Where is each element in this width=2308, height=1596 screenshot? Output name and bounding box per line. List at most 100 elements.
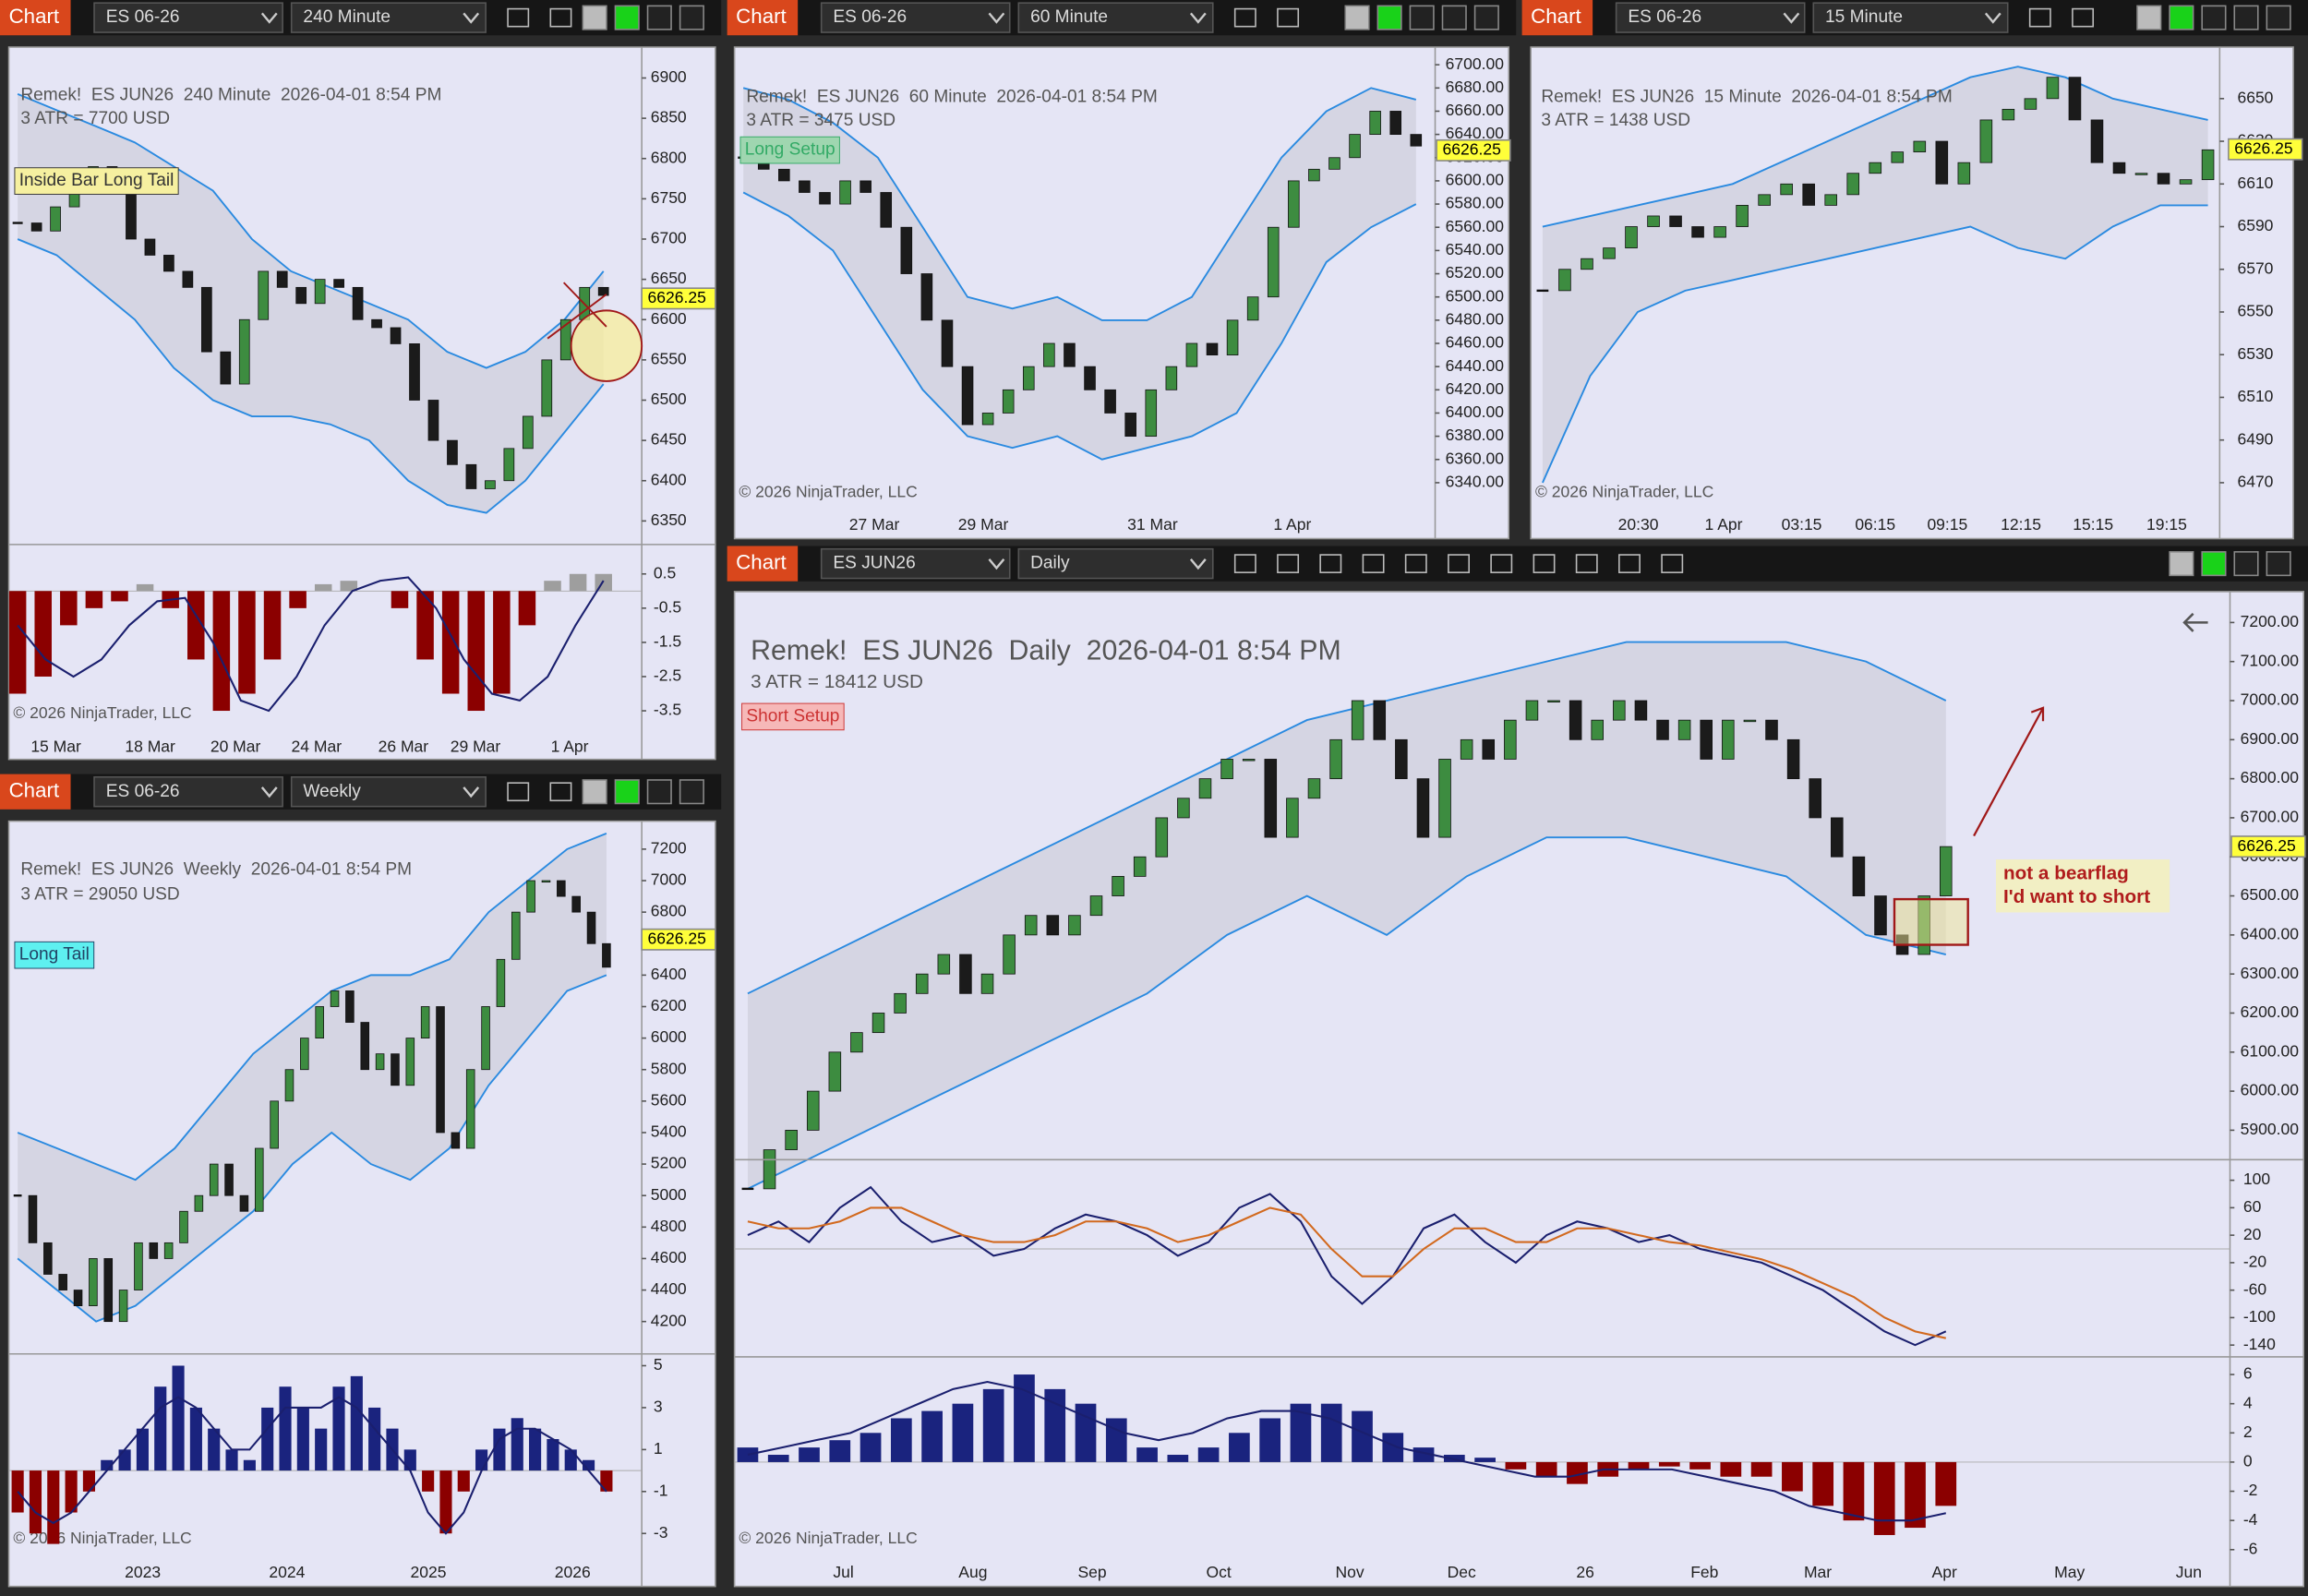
candle — [2024, 98, 2038, 110]
window-button[interactable] — [614, 779, 640, 805]
date-label: Dec — [1448, 1563, 1476, 1581]
close-button[interactable] — [2266, 5, 2291, 30]
interval-select[interactable] — [290, 775, 487, 808]
histogram-bar — [1873, 1461, 1895, 1535]
histogram-bar — [8, 591, 27, 694]
histogram-bar — [1136, 1447, 1158, 1462]
toolbar-icon[interactable] — [2072, 7, 2095, 28]
window-button[interactable] — [1344, 5, 1370, 30]
instrument-select[interactable] — [820, 2, 1011, 33]
chart-tab[interactable] — [727, 0, 799, 36]
candle — [900, 226, 913, 274]
toolbar-icon[interactable] — [1575, 554, 1598, 573]
instrument-select[interactable] — [93, 775, 283, 808]
minimize-button[interactable] — [646, 5, 672, 30]
candle — [436, 1006, 445, 1134]
toolbar-icon[interactable] — [1233, 7, 1256, 28]
window-button[interactable] — [582, 779, 607, 805]
chart-tab[interactable] — [0, 0, 71, 36]
histogram-bar — [29, 1470, 42, 1534]
price-tick-label: 6900.00 — [2241, 729, 2300, 748]
candle — [1022, 366, 1035, 390]
maximize-button[interactable] — [679, 5, 704, 30]
toolbar-icon[interactable] — [549, 7, 572, 28]
candle — [315, 1006, 324, 1039]
toolbar-icon[interactable] — [1533, 554, 1556, 573]
maximize-button[interactable] — [679, 779, 704, 805]
date-label: 2024 — [269, 1563, 305, 1581]
window-button[interactable] — [614, 5, 640, 30]
indicator-tick-label: -1 — [654, 1481, 668, 1499]
chart-tab[interactable] — [0, 774, 71, 810]
histogram-bar — [11, 1470, 24, 1513]
price-tick-label: 7200 — [651, 839, 687, 858]
price-tick-label: 6460.00 — [1446, 333, 1505, 352]
window-button[interactable] — [2169, 551, 2194, 577]
candle — [371, 318, 382, 329]
candle — [1328, 157, 1340, 170]
dropdown-arrow — [463, 12, 480, 24]
histogram-bar — [34, 591, 52, 677]
minimize-button[interactable] — [646, 779, 672, 805]
minimize-button[interactable] — [2233, 551, 2259, 577]
interval-select[interactable] — [290, 2, 487, 33]
maximize-button[interactable] — [2266, 551, 2291, 577]
toolbar-icon[interactable] — [1490, 554, 1513, 573]
candle — [2134, 173, 2148, 175]
indicator-line — [747, 1380, 1946, 1522]
price-tick-label: 6600.00 — [1446, 171, 1505, 189]
minimize-button[interactable] — [2201, 5, 2227, 30]
maximize-button[interactable] — [1441, 5, 1467, 30]
toolbar-icon[interactable] — [1277, 7, 1300, 28]
instrument-select[interactable] — [1615, 2, 1806, 33]
candle — [409, 343, 420, 401]
interval-select[interactable] — [1017, 2, 1214, 33]
window-button[interactable] — [2136, 5, 2162, 30]
window-button[interactable] — [2201, 551, 2227, 577]
candle — [541, 880, 551, 883]
maximize-button[interactable] — [2233, 5, 2259, 30]
toolbar-icon[interactable] — [1404, 554, 1427, 573]
toolbar-icon[interactable] — [1618, 554, 1641, 573]
indicator-line — [747, 1206, 1947, 1339]
toolbar-icon[interactable] — [1319, 554, 1342, 573]
toolbar-icon[interactable] — [549, 782, 572, 802]
price-tick-label: 6340.00 — [1446, 473, 1505, 491]
chart-tab[interactable] — [1521, 0, 1593, 36]
candle — [571, 895, 581, 913]
toolbar-icon[interactable] — [1661, 554, 1684, 573]
chart-tab[interactable] — [727, 546, 799, 582]
instrument-select[interactable] — [820, 547, 1011, 580]
toolbar-icon[interactable] — [507, 782, 530, 802]
window-button[interactable] — [1376, 5, 1402, 30]
interval-select[interactable] — [1017, 547, 1214, 580]
histogram-bar — [416, 591, 434, 660]
price-tick-label: 6750 — [651, 188, 687, 207]
candle — [2201, 149, 2215, 181]
instrument-select[interactable] — [93, 2, 283, 33]
window-button[interactable] — [582, 5, 607, 30]
price-tick-label: 6700 — [651, 229, 687, 247]
candle — [1002, 389, 1015, 414]
candle — [481, 1006, 490, 1071]
toolbar-icon[interactable] — [507, 7, 530, 28]
histogram-bar — [1535, 1461, 1557, 1477]
toolbar-icon[interactable] — [1448, 554, 1470, 573]
price-tick-label: 4200 — [651, 1311, 687, 1329]
close-button[interactable] — [1473, 5, 1499, 30]
indicator-tick-label: 6 — [2243, 1364, 2253, 1383]
toolbar-icon[interactable] — [1277, 554, 1300, 573]
price-tick-label: 6450 — [651, 430, 687, 449]
annotation-arrow — [1973, 706, 2045, 837]
minimize-button[interactable] — [1409, 5, 1435, 30]
toolbar-icon[interactable] — [1233, 554, 1256, 573]
price-tick-label: 6660.00 — [1446, 101, 1505, 119]
toolbar-icon[interactable] — [2028, 7, 2051, 28]
window-button[interactable] — [2169, 5, 2194, 30]
candle — [496, 958, 506, 1007]
histogram-bar — [1567, 1461, 1588, 1484]
price-tick-label: 6350 — [651, 510, 687, 529]
toolbar-icon[interactable] — [1362, 554, 1385, 573]
interval-select[interactable] — [1812, 2, 2009, 33]
